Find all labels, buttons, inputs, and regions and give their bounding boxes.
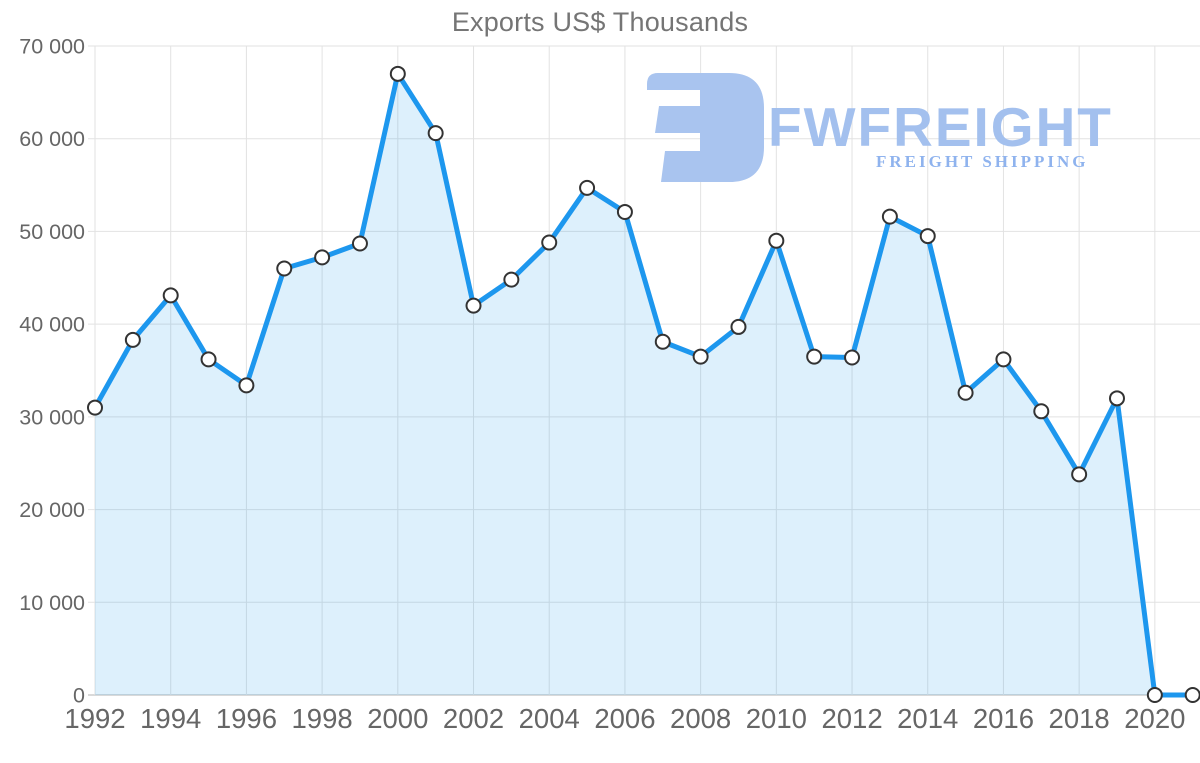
data-point-2013[interactable]	[881, 208, 898, 225]
x-axis-tick-label: 2014	[897, 703, 958, 734]
x-axis-tick-label: 2002	[443, 703, 504, 734]
data-point-2011[interactable]	[806, 348, 823, 365]
y-axis-tick-label: 70 000	[19, 35, 85, 59]
x-axis-tick-label: 2012	[821, 703, 882, 734]
x-axis-tick-label: 2016	[973, 703, 1034, 734]
y-axis-tick-label: 20 000	[19, 498, 85, 522]
exports-area-fill	[95, 73, 1193, 696]
x-axis-tick-label: 2000	[367, 703, 428, 734]
x-axis-tick-label: 2006	[594, 703, 655, 734]
data-point-2016[interactable]	[995, 351, 1012, 368]
x-axis-tick-label: 1992	[64, 703, 125, 734]
data-point-2001[interactable]	[427, 125, 444, 142]
chart-title: Exports US$ Thousands	[451, 7, 749, 37]
data-point-2005[interactable]	[579, 179, 596, 196]
data-point-2007[interactable]	[654, 333, 671, 350]
x-axis-tick-label: 1994	[140, 703, 201, 734]
x-axis-tick-label: 2008	[670, 703, 731, 734]
y-axis-tick-label: 10 000	[19, 591, 85, 615]
data-point-2021[interactable]	[1184, 687, 1200, 703]
data-point-1992[interactable]	[87, 399, 103, 416]
data-point-2020[interactable]	[1146, 687, 1163, 703]
data-point-2006[interactable]	[616, 203, 633, 220]
data-point-1996[interactable]	[238, 377, 255, 394]
data-point-2000[interactable]	[389, 65, 406, 82]
data-point-2014[interactable]	[919, 228, 936, 245]
y-axis-tick-label: 40 000	[19, 313, 85, 337]
y-axis-tick-label: 0	[73, 684, 85, 708]
x-axis-tick-label: 2004	[519, 703, 580, 734]
data-point-2012[interactable]	[844, 349, 861, 366]
x-axis-tick-label: 1996	[216, 703, 277, 734]
y-axis-tick-label: 60 000	[19, 127, 85, 151]
x-axis-tick-label: 2010	[746, 703, 807, 734]
data-point-2008[interactable]	[692, 348, 709, 365]
data-point-2015[interactable]	[957, 384, 974, 401]
y-axis-tick-label: 30 000	[19, 405, 85, 429]
exports-line	[92, 71, 1196, 698]
data-point-1994[interactable]	[162, 287, 179, 304]
data-point-2004[interactable]	[541, 234, 558, 251]
data-point-2017[interactable]	[1033, 403, 1050, 420]
data-point-1993[interactable]	[124, 331, 141, 348]
data-point-2019[interactable]	[1108, 390, 1125, 407]
data-point-1999[interactable]	[351, 235, 368, 252]
x-axis-tick-label: 2018	[1049, 703, 1110, 734]
data-point-1995[interactable]	[200, 351, 217, 368]
data-point-2003[interactable]	[503, 271, 520, 288]
data-point-2002[interactable]	[465, 297, 482, 314]
data-point-1997[interactable]	[276, 260, 293, 277]
data-point-2009[interactable]	[730, 318, 747, 335]
y-axis-tick-label: 50 000	[19, 220, 85, 244]
x-axis-tick-label: 2020	[1124, 703, 1185, 734]
data-point-2010[interactable]	[768, 232, 785, 249]
data-point-1998[interactable]	[314, 249, 331, 266]
data-point-2018[interactable]	[1071, 466, 1088, 483]
x-axis-tick-label: 1998	[292, 703, 353, 734]
